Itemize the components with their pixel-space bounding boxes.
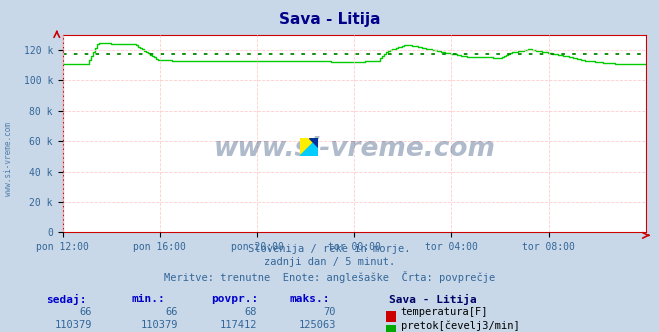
Text: maks.:: maks.: [290, 294, 330, 304]
Text: povpr.:: povpr.: [211, 294, 258, 304]
Text: 66: 66 [165, 307, 178, 317]
Text: Sava - Litija: Sava - Litija [389, 294, 476, 305]
Text: sedaj:: sedaj: [46, 294, 86, 305]
Polygon shape [300, 138, 318, 156]
Text: 117412: 117412 [219, 320, 257, 330]
Text: www.si-vreme.com: www.si-vreme.com [4, 123, 13, 196]
Polygon shape [300, 138, 318, 156]
Text: 70: 70 [324, 307, 336, 317]
Text: 66: 66 [80, 307, 92, 317]
Text: Meritve: trenutne  Enote: anglešaške  Črta: povprečje: Meritve: trenutne Enote: anglešaške Črta… [164, 271, 495, 283]
Text: 125063: 125063 [299, 320, 336, 330]
Text: 110379: 110379 [55, 320, 92, 330]
Text: 110379: 110379 [140, 320, 178, 330]
Text: pretok[čevelj3/min]: pretok[čevelj3/min] [401, 320, 519, 331]
Text: www.si-vreme.com: www.si-vreme.com [214, 136, 495, 162]
Text: 68: 68 [244, 307, 257, 317]
Polygon shape [309, 138, 318, 147]
Text: zadnji dan / 5 minut.: zadnji dan / 5 minut. [264, 257, 395, 267]
Text: temperatura[F]: temperatura[F] [401, 307, 488, 317]
Text: Sava - Litija: Sava - Litija [279, 12, 380, 27]
Text: Slovenija / reke in morje.: Slovenija / reke in morje. [248, 244, 411, 254]
Text: min.:: min.: [132, 294, 165, 304]
